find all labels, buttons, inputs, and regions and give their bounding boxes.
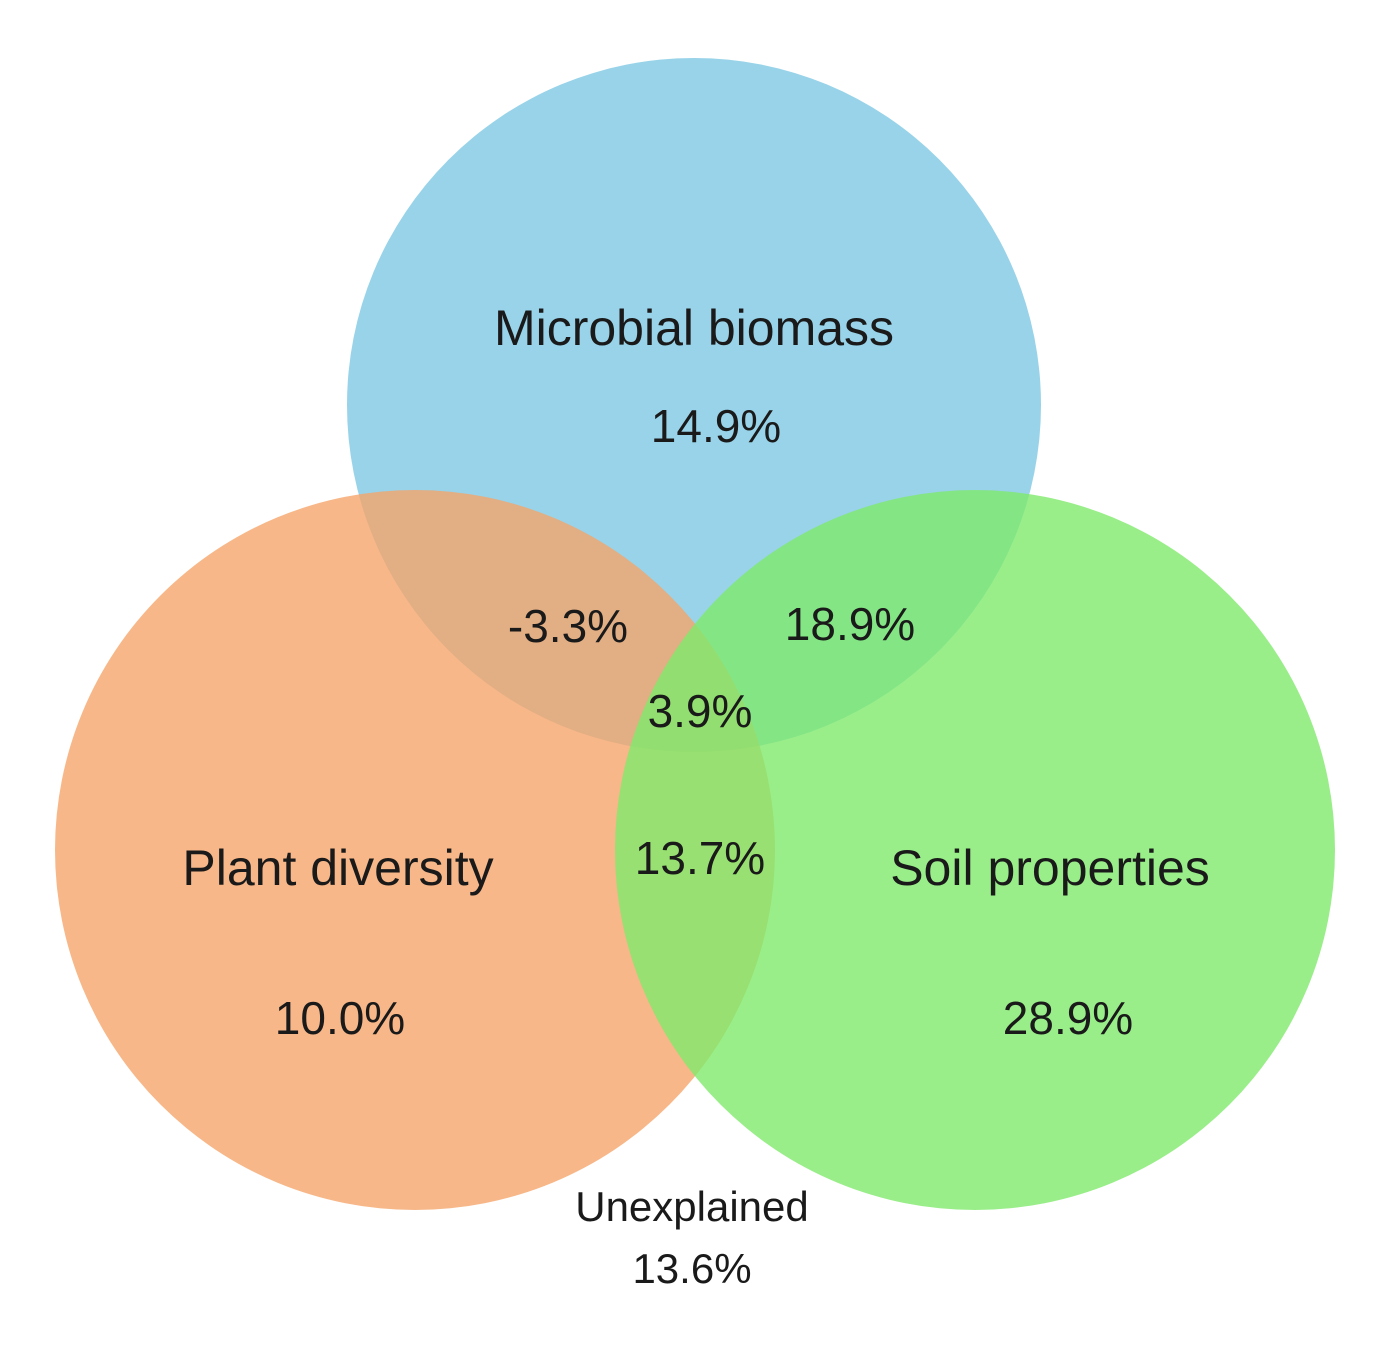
- outside-label: Unexplained: [575, 1183, 809, 1230]
- region-value: 13.6%: [632, 1245, 751, 1292]
- region-value: 14.9%: [651, 400, 781, 452]
- region-value: 28.9%: [1003, 992, 1133, 1044]
- set-label: Microbial biomass: [494, 300, 894, 356]
- set-label: Plant diversity: [182, 840, 493, 896]
- set-label: Soil properties: [890, 840, 1210, 896]
- region-value: 13.7%: [635, 832, 765, 884]
- set-circle: [615, 490, 1335, 1210]
- region-value: 18.9%: [785, 598, 915, 650]
- region-value: 3.9%: [648, 685, 753, 737]
- set-circle: [55, 490, 775, 1210]
- region-value: -3.3%: [508, 600, 628, 652]
- region-value: 10.0%: [275, 992, 405, 1044]
